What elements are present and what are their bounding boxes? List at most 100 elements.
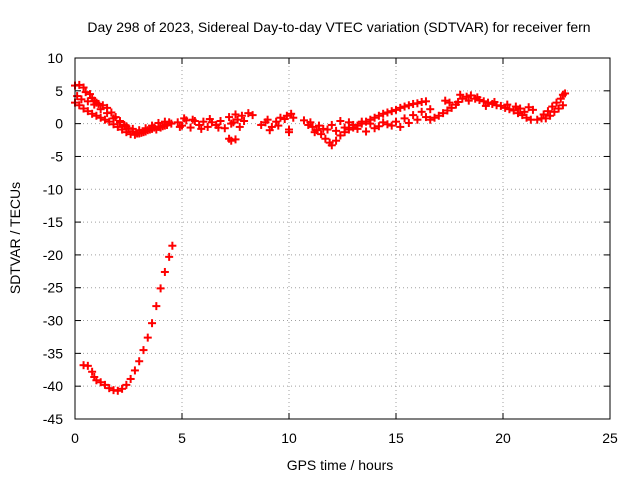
- data-point: [148, 121, 157, 130]
- data-point: [445, 98, 454, 107]
- data-point: [546, 111, 555, 120]
- data-point: [88, 367, 97, 376]
- data-point: [135, 357, 144, 366]
- x-axis-label: GPS time / hours: [287, 457, 394, 473]
- y-tick-label: -15: [43, 214, 63, 230]
- data-point: [152, 302, 161, 311]
- data-point: [336, 131, 345, 140]
- data-point: [118, 384, 127, 393]
- data-point: [396, 122, 405, 131]
- data-point: [79, 83, 88, 92]
- data-point: [396, 103, 405, 112]
- data-point: [203, 122, 212, 131]
- data-point: [441, 96, 450, 105]
- data-point: [528, 105, 537, 114]
- data-point: [276, 113, 285, 122]
- data-point: [122, 380, 131, 389]
- data-point: [152, 125, 161, 134]
- data-point: [96, 378, 105, 387]
- data-point: [113, 122, 122, 131]
- data-point: [558, 101, 567, 110]
- y-tick-label: -30: [43, 313, 63, 329]
- data-point: [141, 124, 150, 133]
- y-tick-label: 5: [55, 83, 63, 99]
- data-point: [237, 111, 246, 120]
- data-point: [128, 124, 137, 133]
- data-point: [522, 113, 531, 122]
- data-point: [205, 115, 214, 124]
- data-point: [314, 121, 323, 130]
- data-point: [520, 107, 529, 116]
- data-point: [83, 107, 92, 116]
- y-tick-label: -45: [43, 411, 63, 427]
- data-point: [524, 103, 533, 112]
- data-point: [90, 100, 99, 109]
- data-point: [379, 109, 388, 118]
- data-point: [180, 114, 189, 123]
- data-point: [173, 118, 182, 127]
- data-point: [496, 101, 505, 110]
- data-point: [456, 90, 465, 99]
- data-point: [400, 102, 409, 111]
- y-tick-labels: 10 5 0 -5 -10 -15 -20 -25 -30 -35 -40 -45: [43, 50, 63, 427]
- data-point: [490, 97, 499, 106]
- data-point: [383, 120, 392, 129]
- x-tick-label: 0: [71, 430, 79, 446]
- data-point: [240, 117, 249, 126]
- data-point: [186, 123, 195, 132]
- data-point: [227, 136, 236, 145]
- data-point: [263, 115, 272, 124]
- data-point: [533, 115, 542, 124]
- data-point: [392, 105, 400, 114]
- data-point: [379, 118, 388, 127]
- data-point: [233, 115, 242, 124]
- data-point: [103, 109, 112, 118]
- data-point: [285, 128, 293, 137]
- x-tick-label: 10: [281, 430, 297, 446]
- data-point: [417, 107, 426, 116]
- data-point: [109, 114, 118, 123]
- data-point: [115, 118, 124, 127]
- data-point: [148, 319, 157, 328]
- y-axis-label: SDTVAR / TECUs: [7, 182, 23, 294]
- data-point: [165, 252, 174, 261]
- data-point: [387, 121, 396, 130]
- data-point: [310, 128, 319, 137]
- y-tick-label: -40: [43, 378, 63, 394]
- x-tick-label: 5: [178, 430, 186, 446]
- data-point: [257, 120, 266, 129]
- data-point: [321, 134, 330, 143]
- data-point: [550, 107, 559, 116]
- data-point: [100, 380, 109, 389]
- data-point: [214, 123, 223, 132]
- x-tick-label: 15: [388, 430, 404, 446]
- data-point: [113, 386, 122, 395]
- series-upper-cluster: [71, 80, 570, 150]
- chart-title: Day 298 of 2023, Sidereal Day-to-day VTE…: [87, 19, 590, 35]
- data-point: [122, 122, 131, 131]
- data-point: [319, 124, 328, 133]
- plot-frame: [74, 57, 611, 420]
- y-tick-label: -5: [51, 148, 64, 164]
- data-point: [366, 119, 375, 128]
- data-point: [231, 110, 240, 119]
- data-point: [353, 124, 362, 133]
- y-tick-label: -10: [43, 181, 63, 197]
- data-point: [216, 117, 225, 126]
- data-point: [100, 115, 109, 124]
- data-point: [83, 97, 92, 106]
- data-point: [88, 109, 97, 118]
- data-point: [135, 126, 144, 135]
- data-point: [235, 122, 244, 131]
- data-point: [454, 97, 463, 106]
- data-point: [357, 117, 366, 126]
- data-point: [79, 104, 88, 113]
- data-point: [443, 106, 452, 115]
- data-point: [344, 118, 353, 127]
- data-point: [370, 124, 379, 133]
- data-point: [466, 91, 475, 100]
- data-point: [426, 115, 435, 124]
- data-point: [362, 127, 371, 136]
- data-point: [282, 111, 291, 120]
